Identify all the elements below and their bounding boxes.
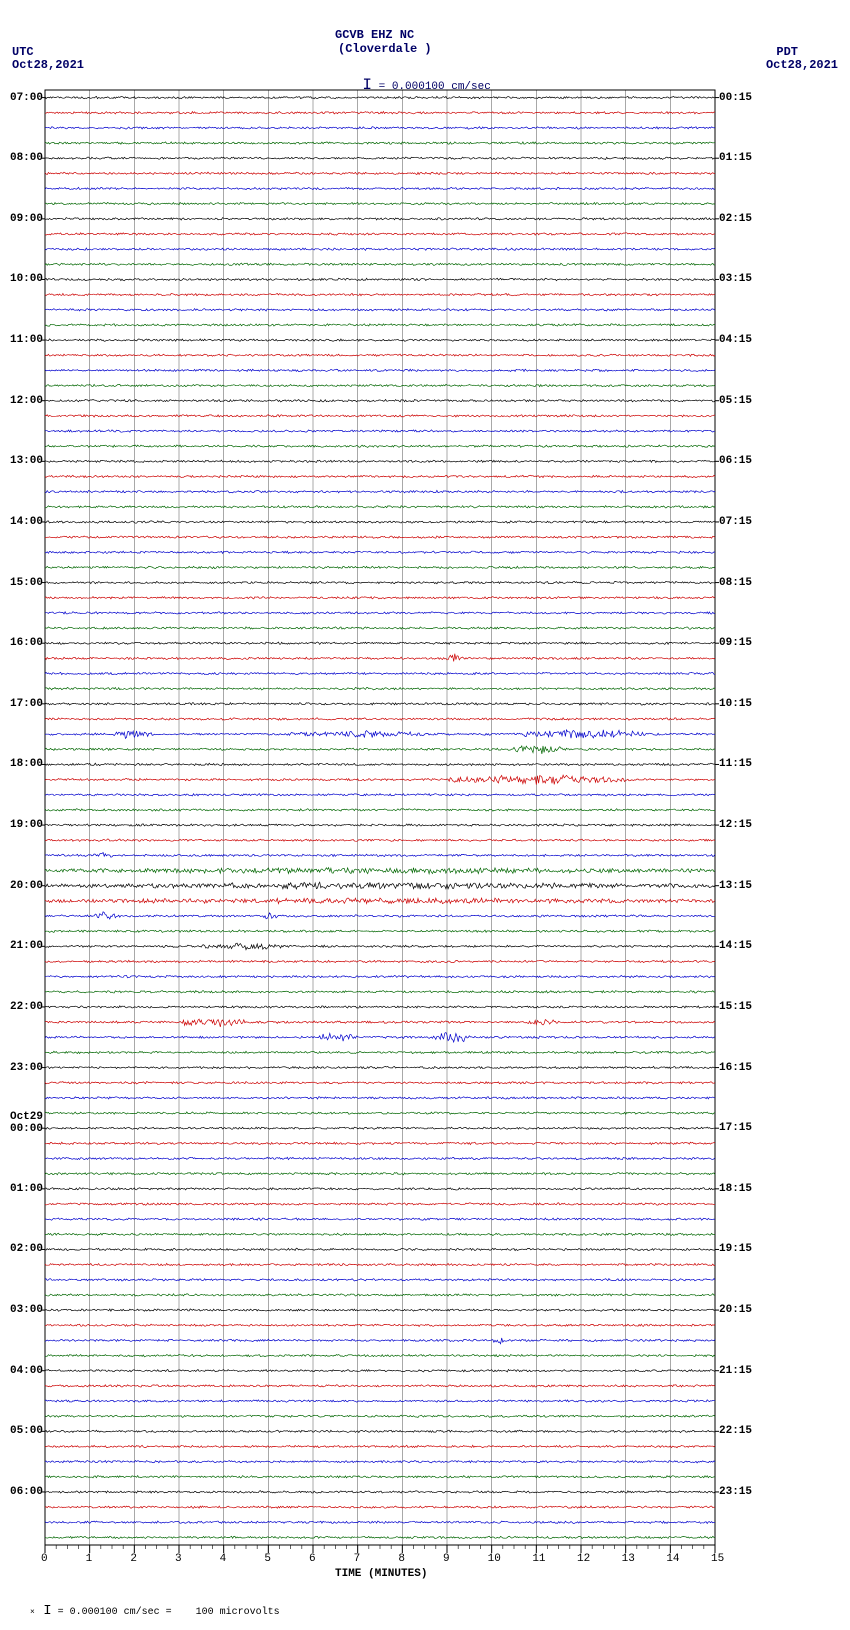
x-tick: 12 xyxy=(577,1553,590,1565)
right-hour: 09:15 xyxy=(719,637,752,649)
right-hour: 10:15 xyxy=(719,698,752,710)
right-hour: 17:15 xyxy=(719,1122,752,1134)
left-hour: 08:00 xyxy=(10,152,43,164)
left-hour: 02:00 xyxy=(10,1243,43,1255)
left-hour: 04:00 xyxy=(10,1365,43,1377)
left-hour: 09:00 xyxy=(10,213,43,225)
left-hour: 18:00 xyxy=(10,758,43,770)
x-tick: 1 xyxy=(86,1553,93,1565)
seismograph-chart: GCVB EHZ NC (Cloverdale ) I = 0.000100 c… xyxy=(0,0,850,1613)
x-tick: 9 xyxy=(443,1553,450,1565)
x-tick: 8 xyxy=(398,1553,405,1565)
x-tick: 3 xyxy=(175,1553,182,1565)
right-hour: 02:15 xyxy=(719,213,752,225)
left-hour: 01:00 xyxy=(10,1183,43,1195)
left-hour: 11:00 xyxy=(10,334,43,346)
left-hour: 23:00 xyxy=(10,1062,43,1074)
x-tick: 6 xyxy=(309,1553,316,1565)
left-hour: 17:00 xyxy=(10,698,43,710)
right-hour: 19:15 xyxy=(719,1243,752,1255)
right-tz: PDT xyxy=(776,45,798,59)
x-tick: 2 xyxy=(130,1553,137,1565)
x-tick: 5 xyxy=(264,1553,271,1565)
right-hour: 15:15 xyxy=(719,1001,752,1013)
right-hour: 08:15 xyxy=(719,577,752,589)
right-hour: 14:15 xyxy=(719,940,752,952)
right-hour: 04:15 xyxy=(719,334,752,346)
x-tick: 14 xyxy=(666,1553,679,1565)
left-hour: 13:00 xyxy=(10,455,43,467)
right-hour: 11:15 xyxy=(719,758,752,770)
left-hour: 20:00 xyxy=(10,880,43,892)
right-hour: 23:15 xyxy=(719,1486,752,1498)
left-hour: 00:00 xyxy=(10,1123,43,1135)
left-hour: 14:00 xyxy=(10,516,43,528)
x-tick: 10 xyxy=(488,1553,501,1565)
right-hour: 18:15 xyxy=(719,1183,752,1195)
right-hour: 07:15 xyxy=(719,516,752,528)
x-tick: 0 xyxy=(41,1553,48,1565)
left-hour: 21:00 xyxy=(10,940,43,952)
right-hour: 00:15 xyxy=(719,92,752,104)
left-hour: 07:00 xyxy=(10,92,43,104)
x-tick: 11 xyxy=(532,1553,545,1565)
left-hour: 05:00 xyxy=(10,1425,43,1437)
left-tz: UTC xyxy=(12,45,34,59)
left-hour: 06:00 xyxy=(10,1486,43,1498)
x-tick: 13 xyxy=(622,1553,635,1565)
left-hour: 03:00 xyxy=(10,1304,43,1316)
x-tick: 7 xyxy=(354,1553,361,1565)
x-tick: 4 xyxy=(220,1553,227,1565)
scale-bar-top: I = 0.000100 cm/sec xyxy=(336,64,491,106)
left-hour: 10:00 xyxy=(10,273,43,285)
left-hour: 19:00 xyxy=(10,819,43,831)
left-hour-date: Oct29 xyxy=(10,1111,43,1123)
footer-scale: × I = 0.000100 cm/sec = 100 microvolts xyxy=(6,1592,280,1630)
right-hour: 20:15 xyxy=(719,1304,752,1316)
right-hour: 05:15 xyxy=(719,395,752,407)
left-date: Oct28,2021 xyxy=(12,58,84,72)
right-hour: 01:15 xyxy=(719,152,752,164)
right-hour: 06:15 xyxy=(719,455,752,467)
right-hour: 03:15 xyxy=(719,273,752,285)
right-date: Oct28,2021 xyxy=(766,58,838,72)
right-hour: 22:15 xyxy=(719,1425,752,1437)
left-hour: 12:00 xyxy=(10,395,43,407)
left-hour: 16:00 xyxy=(10,637,43,649)
left-hour: 15:00 xyxy=(10,577,43,589)
x-tick: 15 xyxy=(711,1553,724,1565)
right-hour: 21:15 xyxy=(719,1365,752,1377)
right-hour: 13:15 xyxy=(719,880,752,892)
right-hour: 16:15 xyxy=(719,1062,752,1074)
left-hour: 22:00 xyxy=(10,1001,43,1013)
right-hour: 12:15 xyxy=(719,819,752,831)
x-axis-label: TIME (MINUTES) xyxy=(335,1568,427,1580)
